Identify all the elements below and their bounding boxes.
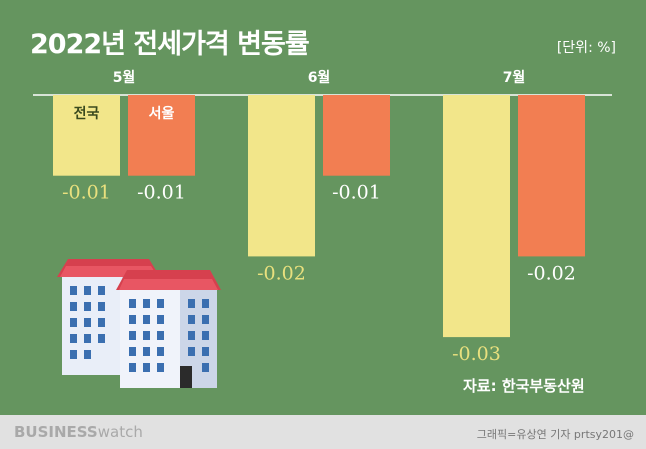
category-label-3: 7월 xyxy=(503,69,526,86)
brand-logo: BUSINESSwatch xyxy=(14,423,143,441)
value-label-series1-cat3: -0.03 xyxy=(452,343,501,365)
bar-series1-cat3 xyxy=(443,95,510,338)
bar-series2-cat2 xyxy=(323,95,390,176)
bar-series1-cat1 xyxy=(53,95,120,176)
source-note: 자료: 한국부동산원 xyxy=(463,377,585,395)
value-label-series2-cat1: -0.01 xyxy=(137,182,186,204)
bar-chart: 5월 6월 7월 -0.01 -0.02 -0.03 전국 -0.01 -0.01 -0.02 서울 xyxy=(33,69,612,388)
category-label-1: 5월 xyxy=(113,69,136,86)
front-building xyxy=(116,270,221,388)
chart-title: 2022년 전세가격 변동률 xyxy=(30,29,310,60)
apartment-buildings-illustration xyxy=(57,259,221,388)
unit-label: [단위: %] xyxy=(556,40,616,56)
value-label-series2-cat3: -0.02 xyxy=(527,262,576,284)
category-label-2: 6월 xyxy=(308,69,331,86)
legend-label-series2: 서울 xyxy=(149,105,175,122)
graphic-credit: 그래픽=유상연 기자 prtsy201@ xyxy=(476,428,634,441)
legend-label-series1: 전국 xyxy=(74,105,100,122)
brand-bold: BUSINESS xyxy=(14,423,98,441)
building-door xyxy=(180,366,192,388)
value-label-series1-cat1: -0.01 xyxy=(62,182,111,204)
brand-light: watch xyxy=(97,423,143,441)
bar-series2-cat1 xyxy=(128,95,195,176)
bar-series1-cat2 xyxy=(248,95,315,257)
footer-bar: BUSINESSwatch 그래픽=유상연 기자 prtsy201@ xyxy=(0,415,646,449)
value-label-series2-cat2: -0.01 xyxy=(332,182,381,204)
value-label-series1-cat2: -0.02 xyxy=(257,262,306,284)
bar-series2-cat3 xyxy=(518,95,585,257)
